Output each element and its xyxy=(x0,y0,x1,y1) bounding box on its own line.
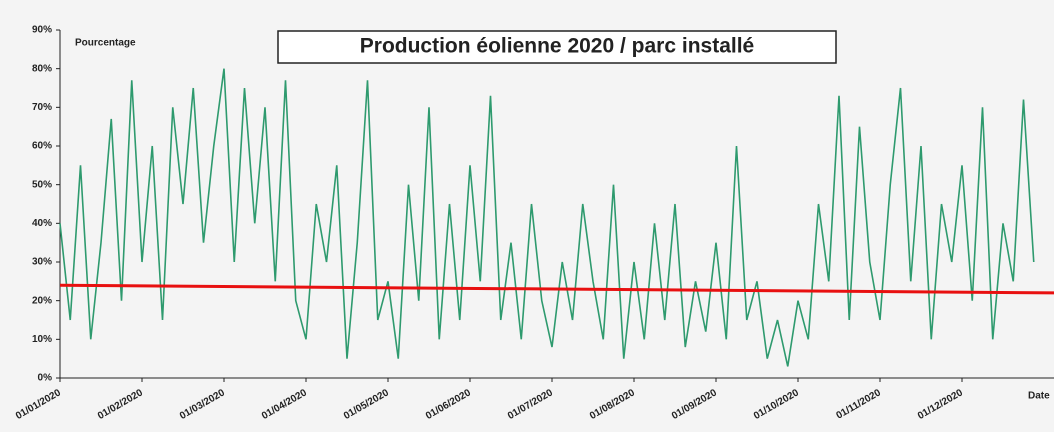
y-tick-label: 80% xyxy=(32,63,52,74)
x-tick-label: 01/03/2020 xyxy=(178,387,227,422)
x-tick-label: 01/06/2020 xyxy=(424,387,473,422)
x-tick-label: 01/05/2020 xyxy=(342,387,391,422)
y-tick-label: 70% xyxy=(32,102,52,113)
y-tick-label: 50% xyxy=(32,179,52,190)
y-tick-label: 20% xyxy=(32,295,52,306)
x-tick-label: 01/09/2020 xyxy=(670,387,719,422)
x-tick-label: 01/11/2020 xyxy=(834,387,883,421)
x-tick-label: 01/02/2020 xyxy=(96,387,145,422)
x-tick-label: 01/07/2020 xyxy=(506,387,555,422)
x-tick-label: 01/08/2020 xyxy=(588,387,637,422)
title-box xyxy=(277,30,837,64)
trend-line xyxy=(59,283,1054,295)
y-tick-label: 40% xyxy=(32,218,52,229)
x-tick-label: 01/01/2020 xyxy=(14,387,63,422)
x-axis-label: Date xyxy=(1028,391,1050,402)
data-line xyxy=(59,68,1035,367)
x-tick-label: 01/04/2020 xyxy=(260,387,309,422)
y-tick-label: 0% xyxy=(38,373,53,384)
y-tick-label: 10% xyxy=(32,334,52,345)
x-tick-label: 01/12/2020 xyxy=(916,387,965,422)
y-tick-label: 90% xyxy=(32,25,52,36)
chart-title: Production éolienne 2020 / parc installé xyxy=(360,35,754,58)
y-axis-label: Pourcentage xyxy=(75,38,136,49)
x-tick-label: 01/10/2020 xyxy=(752,387,801,422)
y-tick-label: 60% xyxy=(32,141,52,152)
y-tick-label: 30% xyxy=(32,257,52,268)
